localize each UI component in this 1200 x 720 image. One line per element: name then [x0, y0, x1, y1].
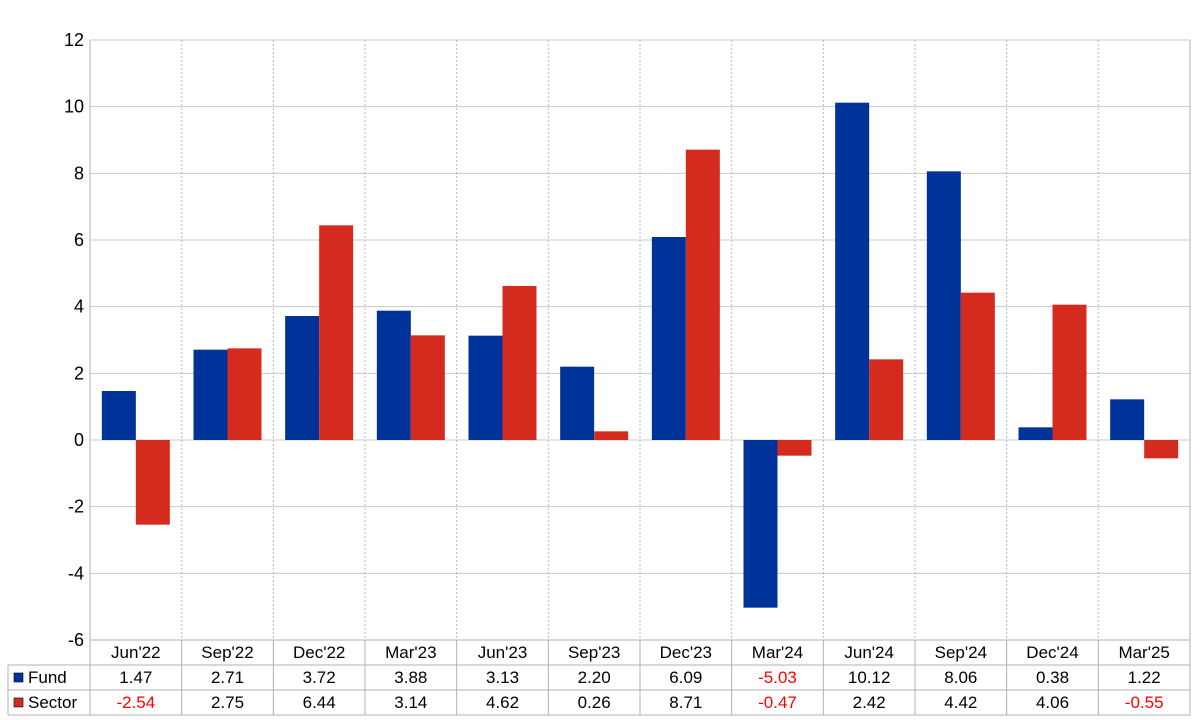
bar-fund	[835, 102, 870, 441]
y-tick-label: 8	[74, 163, 84, 183]
legend-label-fund: Fund	[28, 668, 67, 687]
bar-fund	[743, 440, 778, 608]
data-label-sector: 2.75	[211, 693, 244, 712]
bar-sector	[685, 149, 720, 440]
data-label-fund: 8.06	[944, 668, 977, 687]
data-label-sector: -0.47	[758, 693, 797, 712]
legend-swatch-fund	[13, 672, 24, 683]
y-tick-label: 4	[74, 297, 84, 317]
y-tick-label: -2	[68, 497, 84, 517]
data-label-fund: 1.47	[119, 668, 152, 687]
data-label-fund: 3.13	[486, 668, 519, 687]
bar-fund	[1110, 399, 1145, 440]
y-tick-label: -6	[68, 630, 84, 650]
bar-sector	[777, 440, 812, 456]
data-label-fund: 3.72	[303, 668, 336, 687]
y-tick-label: 10	[64, 97, 84, 117]
data-label-sector: 3.14	[394, 693, 427, 712]
data-label-sector: 4.06	[1036, 693, 1069, 712]
bar-fund	[285, 316, 320, 440]
data-label-sector: 6.44	[303, 693, 336, 712]
bar-sector	[1144, 440, 1179, 459]
data-label-fund: 2.20	[578, 668, 611, 687]
bar-fund	[376, 310, 411, 440]
bar-sector	[960, 292, 995, 440]
bar-fund	[1018, 427, 1053, 440]
bar-fund	[926, 171, 961, 441]
data-label-fund: 10.12	[848, 668, 891, 687]
bar-sector	[869, 359, 904, 440]
data-label-sector: 2.42	[853, 693, 886, 712]
data-label-fund: 1.22	[1128, 668, 1161, 687]
y-tick-label: -4	[68, 563, 84, 583]
bar-sector	[594, 431, 629, 440]
data-label-fund: -5.03	[758, 668, 797, 687]
bar-fund	[651, 237, 686, 440]
x-tick-label: Sep'23	[568, 643, 620, 662]
bar-fund	[193, 349, 228, 440]
x-tick-label: Mar'25	[1118, 643, 1169, 662]
bar-sector	[319, 225, 354, 440]
bar-fund	[560, 366, 595, 440]
data-label-fund: 3.88	[394, 668, 427, 687]
data-label-sector: 0.26	[578, 693, 611, 712]
data-label-fund: 6.09	[669, 668, 702, 687]
data-label-sector: 4.42	[944, 693, 977, 712]
data-label-sector: -0.55	[1125, 693, 1164, 712]
x-tick-label: Jun'23	[478, 643, 528, 662]
bar-sector	[502, 286, 537, 440]
x-tick-label: Sep'22	[201, 643, 253, 662]
x-tick-label: Jun'22	[111, 643, 161, 662]
x-tick-label: Mar'24	[752, 643, 803, 662]
bar-sector	[135, 440, 170, 525]
data-label-sector: 4.62	[486, 693, 519, 712]
bar-sector	[1052, 304, 1087, 440]
legend-swatch-sector	[13, 697, 24, 708]
bar-sector	[410, 335, 445, 440]
x-tick-label: Sep'24	[935, 643, 987, 662]
x-tick-label: Dec'23	[660, 643, 712, 662]
legend-label-sector: Sector	[28, 693, 77, 712]
data-label-sector: -2.54	[116, 693, 155, 712]
data-label-fund: 0.38	[1036, 668, 1069, 687]
bar-sector	[227, 348, 262, 440]
x-tick-label: Mar'23	[385, 643, 436, 662]
y-tick-label: 0	[74, 430, 84, 450]
y-tick-label: 6	[74, 230, 84, 250]
bar-fund	[468, 335, 503, 440]
y-tick-label: 2	[74, 363, 84, 383]
bar-fund	[101, 391, 136, 440]
x-tick-label: Dec'24	[1026, 643, 1078, 662]
y-tick-label: 12	[64, 30, 84, 50]
x-tick-label: Jun'24	[844, 643, 894, 662]
data-label-sector: 8.71	[669, 693, 702, 712]
data-label-fund: 2.71	[211, 668, 244, 687]
x-tick-label: Dec'22	[293, 643, 345, 662]
